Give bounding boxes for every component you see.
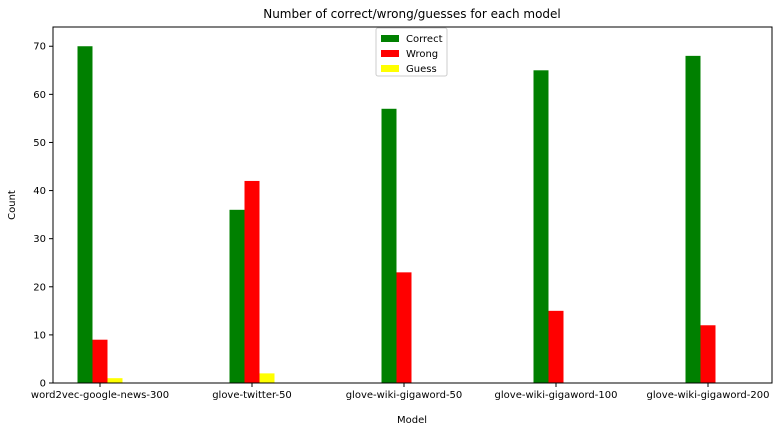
bar-guess-0 bbox=[107, 378, 123, 383]
legend-swatch-wrong bbox=[381, 50, 399, 57]
x-tick-label: glove-twitter-50 bbox=[212, 390, 292, 401]
bar-correct-0 bbox=[77, 46, 93, 383]
bar-wrong-2 bbox=[396, 272, 412, 383]
x-tick-label: glove-wiki-gigaword-200 bbox=[647, 390, 770, 401]
y-tick-label: 70 bbox=[33, 42, 46, 53]
y-tick-label: 50 bbox=[33, 138, 46, 149]
legend-label-correct: Correct bbox=[406, 34, 443, 45]
y-tick-label: 40 bbox=[33, 186, 46, 197]
x-tick-label: word2vec-google-news-300 bbox=[31, 390, 169, 401]
x-axis-label: Model bbox=[397, 415, 427, 426]
bar-correct-4 bbox=[685, 55, 701, 383]
bar-wrong-1 bbox=[244, 180, 260, 383]
bar-correct-3 bbox=[533, 70, 549, 383]
axes-frame bbox=[52, 26, 773, 384]
bar-correct-1 bbox=[229, 209, 245, 383]
y-tick-label: 20 bbox=[33, 282, 46, 293]
legend: Correct Wrong Guess bbox=[375, 27, 448, 77]
legend-swatch-correct bbox=[381, 35, 399, 42]
bar-wrong-0 bbox=[92, 339, 108, 383]
x-tick-label: glove-wiki-gigaword-100 bbox=[495, 390, 618, 401]
chart-title: Number of correct/wrong/guesses for each… bbox=[263, 7, 561, 21]
bar-wrong-3 bbox=[548, 310, 564, 383]
legend-label-wrong: Wrong bbox=[406, 49, 438, 60]
y-tick-label: 10 bbox=[33, 330, 46, 341]
y-axis-label: Count bbox=[7, 190, 18, 220]
y-tick-label: 30 bbox=[33, 234, 46, 245]
legend-swatch-guess bbox=[381, 65, 399, 72]
bar-wrong-4 bbox=[700, 325, 716, 383]
plot-area: 0 10 20 30 40 50 60 70 word2vec-google-news-300 g… bbox=[31, 26, 773, 401]
bar-correct-2 bbox=[381, 108, 397, 383]
bar-guess-1 bbox=[259, 373, 275, 383]
y-tick-label: 60 bbox=[33, 90, 46, 101]
legend-label-guess: Guess bbox=[406, 64, 437, 75]
x-tick-label: glove-wiki-gigaword-50 bbox=[346, 390, 463, 401]
y-tick-label: 0 bbox=[40, 379, 46, 390]
